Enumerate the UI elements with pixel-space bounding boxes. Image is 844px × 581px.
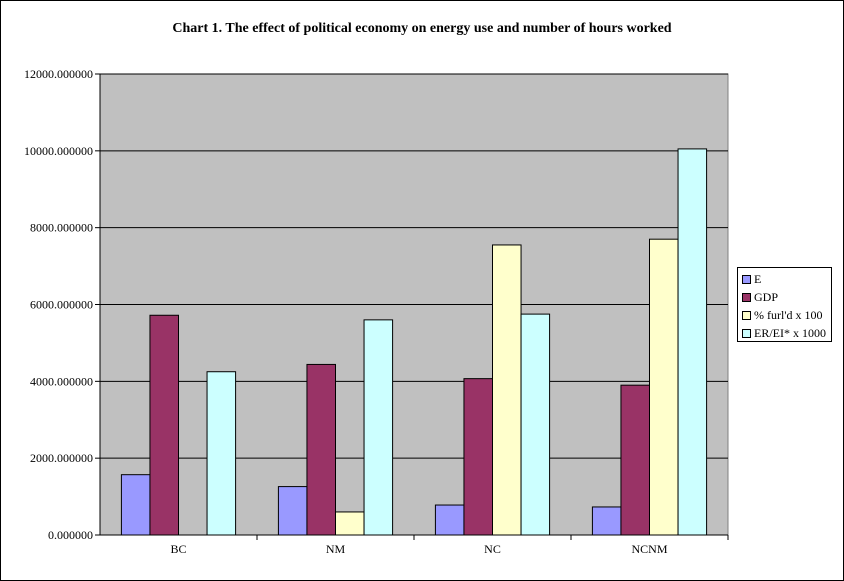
y-tick-label: 12000.000000	[24, 67, 93, 81]
bar	[463, 378, 494, 536]
y-tick-label: 4000.000000	[30, 374, 93, 388]
x-tick-label: NC	[484, 542, 501, 556]
legend-item: E	[742, 270, 831, 288]
x-tick-label: NM	[326, 542, 346, 556]
legend-swatch	[742, 310, 751, 320]
legend-label: ER/EI* x 1000	[754, 325, 826, 340]
bar	[206, 371, 237, 536]
legend-label: GDP	[754, 289, 779, 304]
y-tick-label: 8000.000000	[30, 221, 93, 235]
legend-label: E	[754, 271, 762, 286]
y-tick-label: 2000.000000	[30, 451, 93, 465]
bar	[591, 506, 622, 536]
bar	[677, 148, 708, 536]
bar	[492, 244, 522, 536]
bar	[149, 314, 179, 536]
x-tick-label: NCNM	[631, 542, 667, 556]
y-tick-label: 10000.000000	[24, 144, 93, 158]
legend-item: % furl'd x 100	[742, 306, 831, 324]
legend-item: GDP	[742, 288, 831, 306]
y-tick-label: 6000.000000	[30, 298, 93, 312]
legend-swatch	[742, 292, 751, 302]
bar	[363, 319, 394, 536]
chart-legend: E GDP % furl'd x 100 ER/EI* x 1000	[737, 267, 832, 342]
chart-title: Chart 1. The effect of political economy…	[172, 21, 672, 36]
bar	[277, 486, 308, 536]
bar	[620, 384, 650, 536]
bar	[520, 313, 551, 536]
legend-swatch	[742, 274, 751, 284]
legend-label: % furl'd x 100	[754, 307, 823, 322]
legend-swatch	[742, 328, 751, 338]
bar	[335, 511, 365, 536]
bar	[649, 238, 679, 536]
bar	[434, 504, 465, 536]
legend-item: ER/EI* x 1000	[742, 324, 831, 342]
x-tick-label: BC	[170, 542, 186, 556]
bar	[120, 474, 151, 536]
y-tick-label: 0.000000	[48, 528, 93, 542]
bar	[306, 363, 337, 536]
